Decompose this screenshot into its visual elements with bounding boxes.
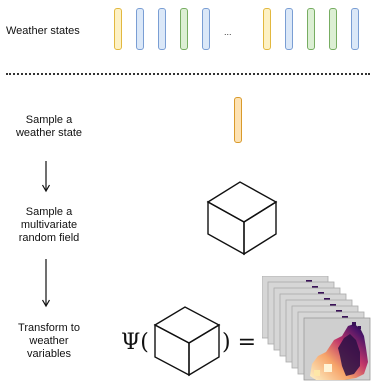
weather-state-bar (285, 8, 293, 50)
weather-state-bar (158, 8, 166, 50)
sample-state-label: Sample a weather state (15, 114, 83, 139)
close-equals: ) = (222, 330, 257, 355)
down-arrow-icon (41, 259, 51, 308)
weather-variable-maps-stack (262, 276, 371, 381)
sample-field-label: Sample a multivariate random field (18, 206, 80, 244)
down-arrow-icon (41, 161, 51, 193)
weather-state-bar (136, 8, 144, 50)
random-field-cube-icon (206, 181, 278, 256)
weather-states-label: Weather states (6, 25, 80, 37)
weather-state-bar (180, 8, 188, 50)
weather-state-bar (263, 8, 271, 50)
sampled-weather-state-bar (234, 97, 242, 143)
weather-state-bar (114, 8, 122, 50)
separator-line (6, 73, 370, 75)
weather-state-bar (329, 8, 337, 50)
transform-cube-icon (153, 306, 221, 377)
weather-state-bar (202, 8, 210, 50)
ellipsis: ... (224, 27, 232, 37)
transform-label: Transform to weather variables (18, 322, 80, 360)
weather-state-bar (307, 8, 315, 50)
weather-state-bar (351, 8, 359, 50)
psi-open: Ψ( (121, 330, 149, 355)
